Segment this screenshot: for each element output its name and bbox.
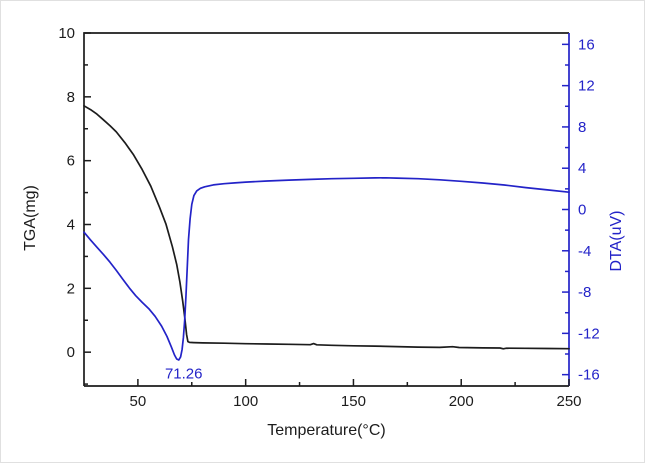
y-right-tick-label: -4 (578, 243, 591, 260)
y-left-tick-label: 2 (67, 280, 75, 297)
x-tick-label: 250 (556, 393, 581, 410)
x-tick-label: 50 (130, 393, 147, 410)
peak-temperature-annotation: 71.26 (165, 365, 203, 382)
y-right-tick-label: 12 (578, 78, 595, 95)
x-axis-title: Temperature(°C) (267, 422, 385, 439)
y-right-axis-title: DTA(uV) (608, 210, 625, 271)
tga-curve (83, 104, 570, 350)
dta-curve (83, 176, 570, 361)
y-left-tick-label: 4 (67, 217, 75, 234)
y-right-tick-label: -16 (578, 367, 600, 384)
y-right-tick-label: 0 (578, 202, 586, 219)
y-right-tick-label: 4 (578, 160, 586, 177)
y-right-tick-label: -12 (578, 325, 600, 342)
y-left-axis-title: TGA(mg) (22, 185, 39, 251)
y-left-tick-label: 10 (58, 25, 75, 42)
y-right-tick-label: 8 (578, 119, 586, 136)
x-tick-label: 200 (449, 393, 474, 410)
y-left-tick-label: 8 (67, 89, 75, 106)
plot-frame (83, 32, 569, 386)
x-tick-label: 100 (233, 393, 258, 410)
y-left-tick-label: 6 (67, 153, 75, 170)
y-right-tick-label: 16 (578, 36, 595, 53)
x-tick-label: 150 (341, 393, 366, 410)
y-left-tick-label: 0 (67, 344, 75, 361)
y-right-tick-label: -8 (578, 284, 591, 301)
